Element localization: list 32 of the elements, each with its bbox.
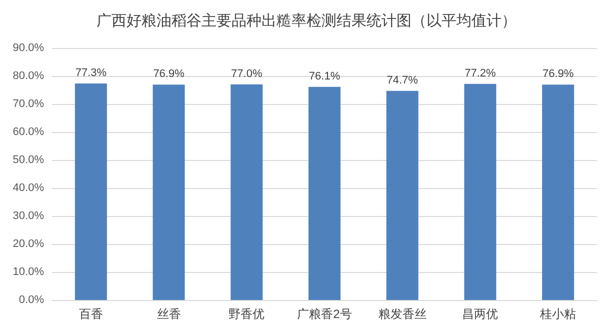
x-tick-label: 野香优 — [228, 307, 265, 321]
y-tick-label: 10.0% — [12, 266, 44, 278]
x-tick-label: 百香 — [78, 307, 103, 321]
bar — [542, 84, 574, 300]
y-tick-label: 50.0% — [12, 154, 44, 166]
y-tick-label: 80.0% — [12, 70, 44, 82]
x-tick-label: 丝香 — [156, 307, 181, 321]
data-label: 77.0% — [231, 68, 262, 80]
x-tick-label: 昌两优 — [462, 307, 498, 321]
data-label: 76.9% — [542, 68, 574, 80]
y-tick-label: 20.0% — [12, 238, 44, 250]
y-tick-label: 70.0% — [12, 98, 44, 110]
bar — [152, 84, 185, 300]
data-label: 76.9% — [153, 68, 185, 80]
y-tick-label: 60.0% — [12, 126, 44, 138]
chart-title: 广西好粮油稻谷主要品种出糙率检测结果统计图（以平均值计） — [96, 12, 516, 30]
y-tick-label: 30.0% — [12, 210, 44, 222]
y-tick-label: 90.0% — [12, 42, 44, 54]
data-label: 76.1% — [308, 70, 340, 82]
bar — [74, 84, 107, 300]
data-label: 77.3% — [75, 67, 107, 80]
bar — [308, 86, 340, 300]
data-label: 74.7% — [386, 74, 418, 86]
y-tick-label: 0.0% — [18, 294, 44, 306]
bar — [386, 90, 418, 300]
x-tick-label: 粮发香丝 — [378, 307, 426, 321]
data-label: 77.2% — [464, 67, 496, 80]
y-tick-label: 40.0% — [12, 182, 44, 194]
x-tick-label: 广粮香2号 — [297, 307, 352, 321]
bar — [230, 84, 263, 300]
bar — [464, 84, 496, 300]
x-tick-label: 桂小粘 — [539, 307, 576, 321]
